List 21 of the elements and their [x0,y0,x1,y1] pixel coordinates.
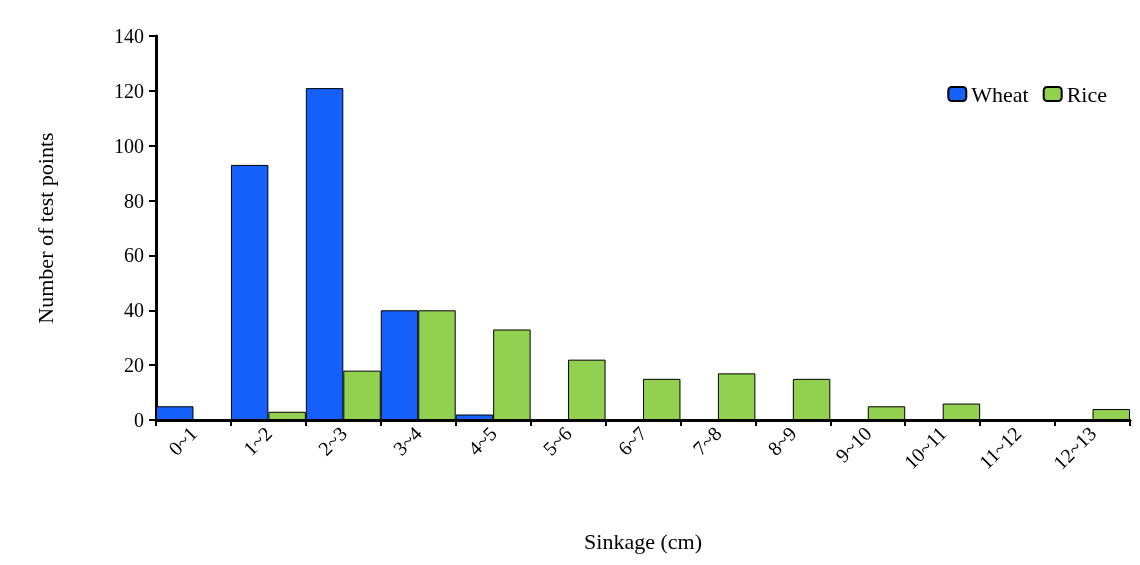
y-tick-label: 140 [114,25,144,47]
x-tick-label: 2~3 [313,422,352,460]
x-tick-label: 4~5 [463,422,501,460]
legend-label: Wheat [971,81,1029,107]
y-tick-label: 100 [114,134,144,157]
x-tick-label: 1~2 [238,422,277,460]
x-tick-label: 0~1 [163,422,202,460]
x-tick-label: 8~9 [763,422,801,460]
y-tick-label: 60 [124,244,144,267]
y-tick-label: 0 [134,409,144,431]
y-tick-label: 80 [124,189,144,212]
x-tick-label: 7~8 [688,422,726,460]
y-axis-title: Number of test points [32,132,58,324]
x-tick-label: 3~4 [388,422,427,460]
x-axis-title: Sinkage (cm) [584,528,702,554]
x-tick-label: 5~6 [538,422,576,460]
legend-label: Rice [1066,81,1108,107]
y-tick-label: 20 [124,354,144,377]
y-tick-label: 40 [124,299,144,322]
x-tick-label: 6~7 [613,422,651,460]
y-tick-label: 120 [114,79,144,102]
